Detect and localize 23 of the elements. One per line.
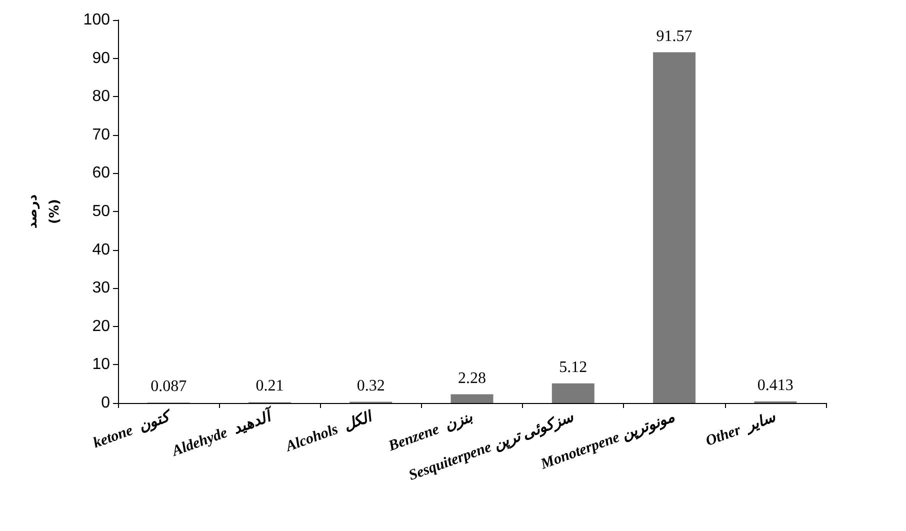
y-tick-label: 70: [92, 126, 110, 144]
bar: [653, 52, 696, 403]
y-tick-label: 90: [92, 50, 110, 67]
data-label: 0.087: [150, 378, 187, 396]
y-tick-label: 60: [92, 164, 110, 182]
y-tick-label: 80: [92, 88, 110, 106]
bar: [552, 383, 594, 403]
y-tick-label: 20: [92, 318, 110, 335]
y-tick-label: 100: [83, 12, 110, 28]
y-tick-label: 40: [92, 241, 110, 258]
data-label: 2.28: [458, 370, 486, 387]
data-label: 0.32: [356, 377, 385, 394]
y-tick-label: 30: [92, 280, 110, 297]
y-tick-label: 10: [92, 356, 110, 374]
x-tick-label: Alcohols الکل: [282, 408, 376, 456]
x-tick-label: Other سایر: [704, 409, 780, 450]
data-label: 0.413: [757, 376, 794, 394]
data-label: 0.21: [256, 378, 284, 395]
bar: [450, 394, 494, 403]
data-label: 91.57: [656, 28, 692, 45]
y-tick-label: 50: [92, 203, 110, 220]
y-axis-title: درصد (%): [26, 194, 62, 229]
data-label: 5.12: [559, 358, 588, 376]
